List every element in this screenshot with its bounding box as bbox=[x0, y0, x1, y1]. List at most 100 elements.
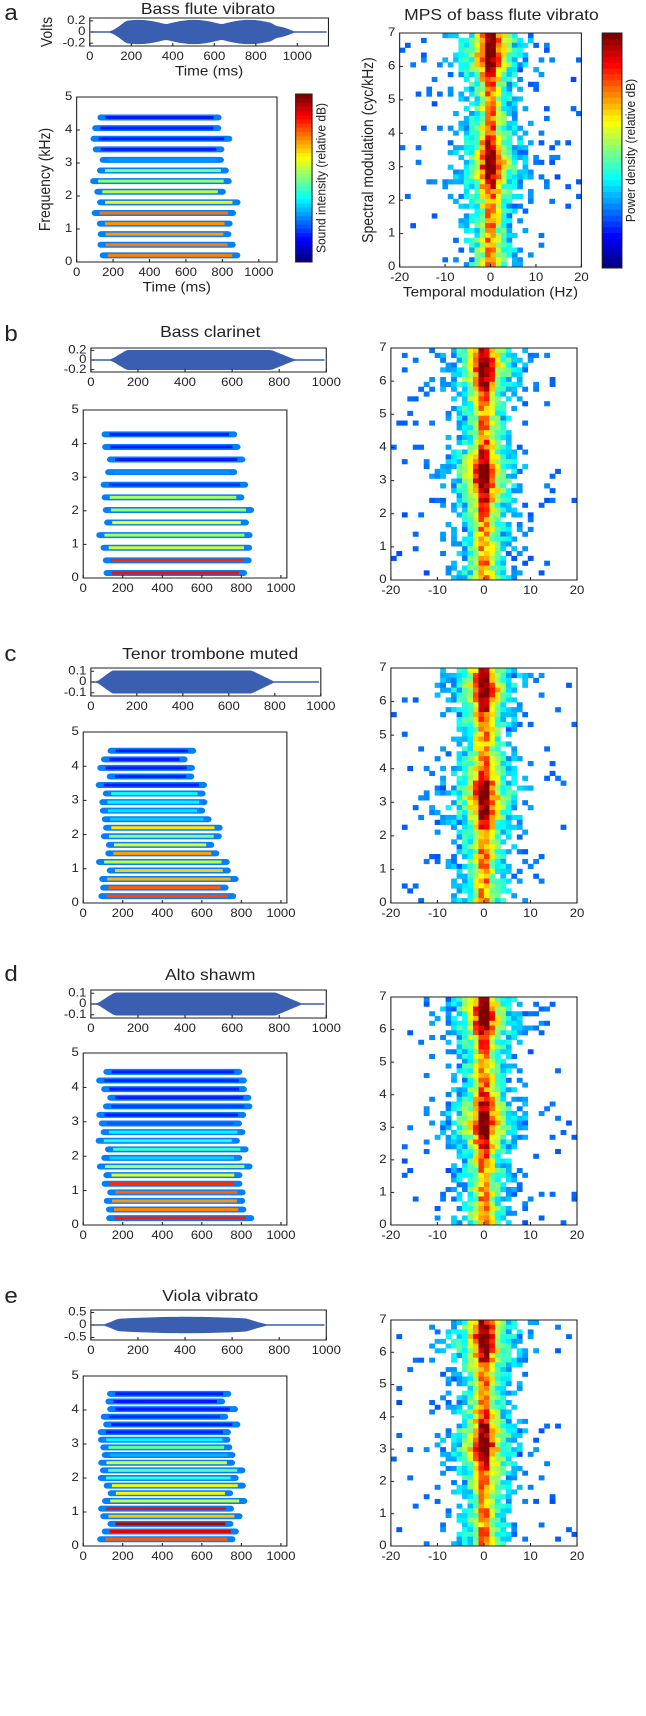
mps-cell bbox=[485, 223, 491, 229]
mps-cell bbox=[456, 488, 463, 494]
mps-cell bbox=[489, 1522, 496, 1528]
mps-cell bbox=[423, 1106, 430, 1112]
mps-cell bbox=[494, 1503, 501, 1509]
x-tick-label: -10 bbox=[428, 584, 447, 597]
mps-cell bbox=[412, 531, 419, 537]
mps-cell bbox=[511, 154, 518, 161]
mps-cell bbox=[494, 697, 501, 703]
mps-cell bbox=[483, 357, 490, 363]
mps-cell bbox=[555, 1068, 561, 1074]
mps-cell bbox=[456, 1536, 463, 1542]
mps-cell bbox=[483, 770, 490, 777]
mps-cell bbox=[516, 1381, 523, 1387]
mps-cell bbox=[467, 751, 474, 757]
mps-cell bbox=[500, 415, 507, 421]
mps-cell bbox=[495, 242, 502, 248]
mps-cell bbox=[494, 526, 501, 532]
mps-cell bbox=[478, 449, 485, 455]
mps-cell bbox=[467, 386, 474, 392]
mps-cell bbox=[440, 1006, 446, 1012]
mps-cell bbox=[511, 997, 518, 1003]
mps-cell bbox=[462, 430, 468, 436]
mps-cell bbox=[483, 1215, 490, 1221]
mps-cell bbox=[490, 145, 497, 151]
mps-cell bbox=[505, 697, 512, 703]
mps-cell bbox=[467, 1409, 474, 1415]
mps-cell bbox=[473, 716, 479, 723]
mps-cell bbox=[440, 814, 446, 821]
mps-cell bbox=[467, 1006, 474, 1012]
mps-cell bbox=[505, 502, 512, 508]
mps-cell bbox=[494, 1381, 501, 1387]
mps-cell bbox=[473, 1082, 479, 1088]
mps-cell bbox=[506, 106, 513, 112]
mps-cell bbox=[544, 401, 550, 407]
mps-cell bbox=[489, 1106, 496, 1112]
panel-title: Viola vibrato bbox=[162, 1287, 258, 1305]
x-tick-label: 400 bbox=[174, 1022, 196, 1035]
mps-cell bbox=[462, 517, 468, 523]
mps-cell bbox=[478, 1087, 485, 1093]
mps-cell bbox=[501, 120, 507, 126]
mps-cell bbox=[533, 381, 540, 387]
mps-cell bbox=[469, 72, 475, 78]
mps-cell bbox=[478, 1381, 485, 1387]
mps-cell bbox=[506, 33, 513, 39]
mps-cell bbox=[485, 130, 491, 136]
mps-cell bbox=[467, 712, 474, 718]
mps-cell bbox=[440, 1522, 446, 1528]
mps-cell bbox=[511, 203, 518, 209]
mps-cell bbox=[469, 262, 475, 268]
x-tick-label: 600 bbox=[191, 1229, 213, 1242]
mps-cell bbox=[462, 507, 468, 513]
mps-cell bbox=[456, 439, 463, 445]
mps-cell bbox=[483, 468, 490, 474]
mps-cell bbox=[494, 1139, 501, 1145]
mps-cell bbox=[501, 232, 507, 239]
mps-cell bbox=[500, 785, 507, 791]
mps-cell bbox=[451, 526, 457, 532]
mps-cell bbox=[483, 1020, 490, 1026]
mps-cell bbox=[489, 800, 496, 806]
mps-cell bbox=[473, 531, 479, 537]
mps-cell bbox=[479, 150, 486, 156]
mps-cell bbox=[489, 420, 496, 426]
mps-cell bbox=[456, 1039, 463, 1045]
mps-cell bbox=[478, 854, 485, 860]
mps-cell bbox=[511, 1428, 518, 1434]
y-tick-label: 5 bbox=[388, 93, 395, 106]
mps-cell bbox=[467, 716, 474, 723]
mps-cell bbox=[494, 761, 501, 767]
mps-cell bbox=[440, 1371, 446, 1377]
mps-cell bbox=[447, 193, 454, 200]
mps-cell bbox=[467, 1390, 474, 1396]
mps-cell bbox=[517, 86, 523, 92]
mps-cell bbox=[505, 765, 512, 772]
mps-cell bbox=[494, 444, 501, 450]
colorbar-step bbox=[295, 106, 313, 112]
mps-cell bbox=[501, 33, 507, 39]
mps-cell bbox=[473, 536, 479, 542]
mps-cell bbox=[501, 57, 507, 63]
mps-cell bbox=[506, 47, 513, 53]
x-tick-label: 0 bbox=[87, 700, 94, 713]
mps-cell bbox=[490, 67, 497, 73]
mps-cell bbox=[410, 223, 417, 229]
mps-cell bbox=[399, 47, 406, 53]
waveform bbox=[91, 19, 327, 45]
mps-cell bbox=[462, 795, 468, 801]
mps-cell bbox=[473, 1475, 479, 1481]
mps-cell bbox=[473, 741, 479, 747]
mps-cell bbox=[494, 1522, 501, 1528]
mps-cell bbox=[505, 352, 512, 358]
mps-cell bbox=[456, 1011, 463, 1017]
mps-cell bbox=[462, 672, 468, 679]
mps-cell bbox=[489, 1111, 496, 1117]
mps-cell bbox=[517, 150, 523, 156]
mps-cell bbox=[473, 814, 479, 821]
mps-cell bbox=[462, 425, 468, 431]
mps-cell bbox=[462, 410, 468, 416]
mps-cell bbox=[462, 790, 468, 796]
mps-cell bbox=[533, 1320, 540, 1326]
mps-cell bbox=[467, 721, 474, 728]
